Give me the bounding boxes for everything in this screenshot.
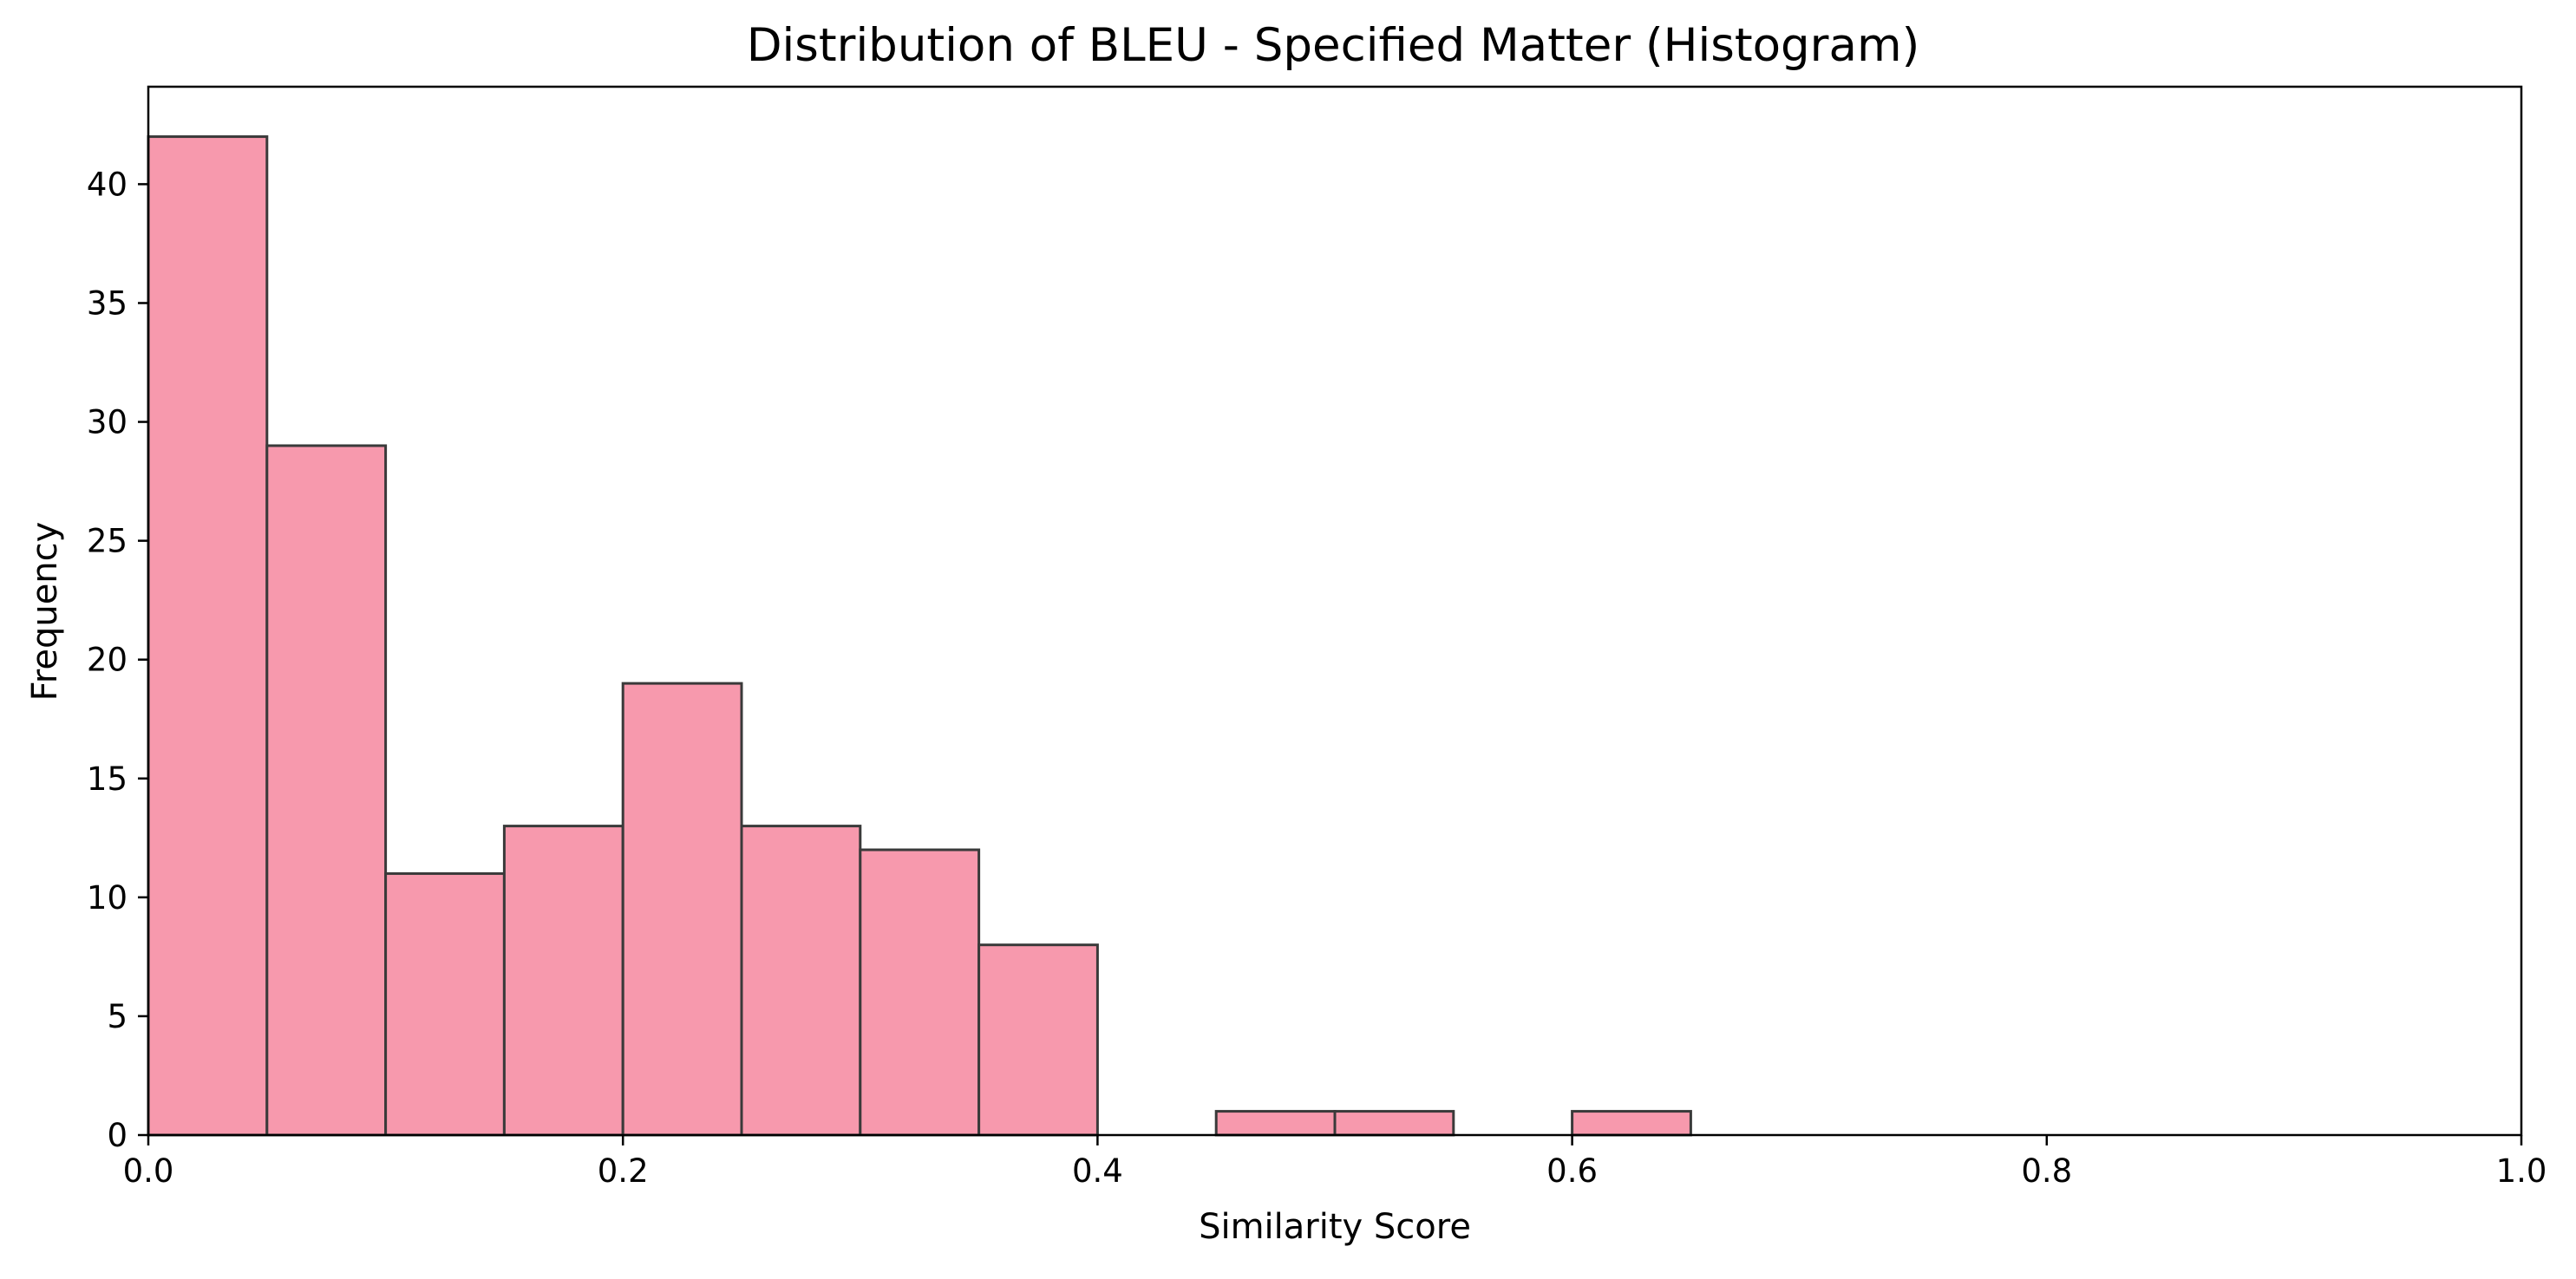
y-tick-label-5: 25: [87, 523, 127, 560]
x-tick-label-2: 0.4: [1072, 1152, 1123, 1190]
histogram-bar-4: [621, 682, 743, 1137]
histogram-bar-12: [1571, 1110, 1692, 1137]
x-tick-label-4: 0.8: [2021, 1152, 2072, 1190]
y-axis-label: Frequency: [25, 522, 65, 701]
histogram-bar-10: [1333, 1110, 1455, 1137]
y-tick-label-6: 30: [87, 404, 127, 441]
y-tick-label-3: 15: [87, 760, 127, 798]
plot-frame: [147, 85, 2523, 1137]
x-tick-label-3: 0.6: [1546, 1152, 1598, 1190]
x-tick-label-1: 0.2: [598, 1152, 649, 1190]
histogram-bar-6: [859, 848, 981, 1137]
histogram-bar-9: [1214, 1110, 1337, 1137]
x-axis-label: Similarity Score: [1199, 1207, 1471, 1247]
histogram-bar-1: [265, 444, 388, 1137]
y-tick-label-0: 0: [107, 1117, 127, 1154]
histogram-bar-3: [502, 825, 624, 1137]
y-tick-label-7: 35: [87, 284, 127, 322]
ticks-layer: 0.0 0.2 0.4 0.6 0.8 1.0 0 5 10 15 20 25 30 35 40: [87, 166, 2547, 1190]
bars-layer: [147, 135, 1692, 1137]
histogram-bar-0: [147, 135, 269, 1137]
x-tick-label-0: 0.0: [123, 1152, 174, 1190]
histogram-bar-7: [977, 943, 1099, 1137]
x-tick-label-5: 1.0: [2496, 1152, 2547, 1190]
y-tick-label-2: 10: [87, 879, 127, 917]
y-tick-label-1: 5: [107, 998, 127, 1035]
y-tick-label-8: 40: [87, 166, 127, 203]
histogram-bar-5: [740, 825, 862, 1137]
histogram-bar-2: [384, 871, 506, 1137]
chart-title: Distribution of BLEU - Specified Matter …: [747, 19, 1920, 72]
y-tick-label-4: 20: [87, 642, 127, 679]
